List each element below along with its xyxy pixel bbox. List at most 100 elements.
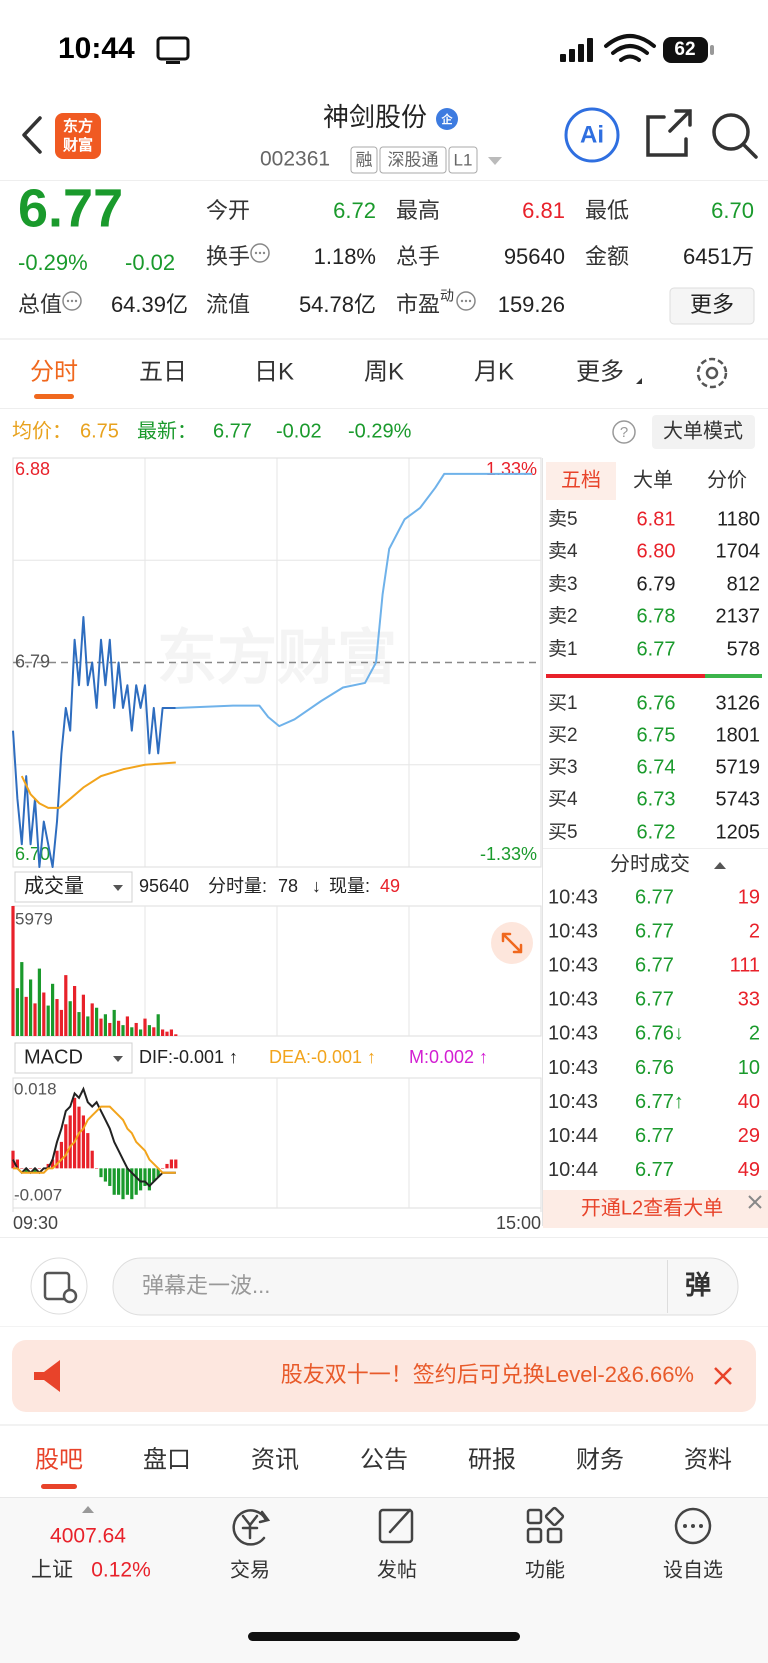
volume-bar — [73, 985, 77, 1036]
change-pct: -0.29% — [18, 250, 88, 275]
stat-value: 6.81 — [522, 198, 565, 223]
content-tab[interactable]: 研报 — [468, 1446, 516, 1473]
macd-bar — [24, 1168, 28, 1173]
volume-fs-label: 分时量: — [208, 876, 267, 896]
volume-bar — [156, 1014, 160, 1036]
macd-selector-label: MACD — [24, 1046, 83, 1068]
tag-box — [350, 146, 378, 174]
stat-value: 95640 — [504, 244, 565, 269]
macd-bar — [95, 1168, 99, 1169]
volume-bar — [77, 1012, 81, 1036]
l2-bar[interactable] — [543, 1190, 768, 1228]
volume-bar — [59, 1009, 63, 1036]
divider — [0, 1237, 768, 1238]
trade-vol: 2 — [749, 1023, 760, 1045]
trade-time: 10:43 — [548, 1091, 598, 1113]
expand-button[interactable] — [491, 922, 533, 964]
macd-bar — [33, 1168, 37, 1173]
volume-tick-label: 5979 — [15, 909, 53, 928]
signal-bar — [569, 49, 575, 62]
chart-tab[interactable]: 周K — [364, 358, 404, 385]
nav-item[interactable]: 交易 — [230, 1558, 270, 1581]
book-label: 卖2 — [548, 605, 578, 627]
expand-arrows — [501, 932, 523, 954]
close-banner[interactable] — [714, 1367, 732, 1385]
trades-title: 分时成交 — [610, 852, 690, 875]
book-label: 买1 — [548, 693, 578, 714]
dropdown-arrow[interactable] — [488, 157, 502, 165]
back-button[interactable] — [22, 116, 42, 154]
volume-bar — [169, 1029, 173, 1036]
volume-bar — [161, 1029, 165, 1036]
latest-label: 最新： — [137, 419, 197, 442]
panel-border — [542, 458, 543, 1226]
volume-selector[interactable] — [14, 871, 133, 903]
chart-tab[interactable]: 月K — [474, 358, 514, 385]
macd-m-text: M:0.002 ↑ — [409, 1047, 488, 1067]
battery-tip — [710, 45, 714, 55]
mode-button[interactable] — [652, 415, 755, 449]
ai-button[interactable] — [564, 107, 620, 163]
chart-tab[interactable]: 更多 — [576, 358, 624, 385]
content-tab[interactable]: 资料 — [684, 1446, 732, 1473]
macd-bar — [81, 1115, 85, 1169]
content-tab[interactable]: 股吧 — [35, 1446, 83, 1473]
chart-tab[interactable]: 分时 — [30, 358, 78, 385]
book-price: 6.78 — [637, 605, 676, 627]
danmu-button[interactable]: 弹 — [685, 1270, 711, 1300]
danmu-input[interactable] — [112, 1257, 739, 1316]
trade-time: 10:44 — [548, 1125, 598, 1147]
nav-item[interactable]: 发帖 — [377, 1558, 417, 1581]
bid-ratio — [705, 674, 762, 678]
book-price: 6.73 — [637, 788, 676, 810]
promo-banner[interactable] — [12, 1340, 756, 1412]
macd-bar — [55, 1150, 59, 1169]
volume-bar — [51, 983, 55, 1036]
nav-item[interactable]: 功能 — [525, 1558, 565, 1581]
danmu-toggle[interactable] — [30, 1257, 88, 1315]
chart-tab[interactable]: 五日 — [139, 358, 187, 385]
battery-level: 62 — [674, 39, 695, 60]
macd-selector[interactable] — [14, 1042, 133, 1074]
content-tab[interactable]: 财务 — [576, 1446, 624, 1473]
index-arrow — [82, 1506, 94, 1513]
post-pen — [388, 1508, 412, 1534]
book-tab[interactable]: 大单 — [633, 468, 673, 491]
info-dot — [460, 299, 464, 303]
volume-now: 49 — [380, 876, 400, 896]
chart-tab[interactable]: 日K — [254, 358, 294, 385]
book-price: 6.76 — [637, 692, 676, 714]
content-tab[interactable]: 资讯 — [251, 1446, 299, 1473]
more-button[interactable] — [669, 287, 755, 325]
volume-bar — [108, 1022, 112, 1036]
volume-bar — [33, 1003, 37, 1036]
tag: 融 — [356, 150, 373, 169]
search-button[interactable] — [712, 113, 758, 159]
book-tab[interactable]: 分价 — [707, 468, 747, 491]
close-l2[interactable] — [748, 1195, 762, 1209]
index-pct: 0.12% — [91, 1559, 151, 1582]
trade-time: 10:43 — [548, 954, 598, 976]
volume-fs: 78 — [278, 876, 298, 896]
yuan-icon — [241, 1514, 259, 1540]
book-price: 6.81 — [637, 508, 676, 530]
price-line — [20, 761, 176, 809]
volume-now-label: 现量: — [329, 876, 370, 896]
trade-price: 6.76 — [635, 1057, 674, 1079]
content-tab[interactable]: 公告 — [360, 1446, 408, 1473]
selector-arrow — [113, 885, 123, 891]
nav-item[interactable]: 设自选 — [663, 1558, 723, 1581]
y-tick-label: 6.70 — [15, 844, 50, 864]
volume-bar — [90, 1003, 94, 1036]
content-tab[interactable]: 盘口 — [143, 1446, 191, 1473]
macd-dif-text: DIF:-0.001 ↑ — [139, 1047, 238, 1067]
info-dot — [254, 251, 258, 255]
share-button[interactable] — [646, 109, 692, 157]
macd-bar — [86, 1133, 90, 1169]
app-logo — [55, 113, 101, 159]
settings-button[interactable] — [696, 357, 728, 389]
help-button[interactable] — [612, 420, 636, 444]
book-tab[interactable]: 五档 — [561, 468, 601, 491]
macd-bar — [64, 1124, 68, 1169]
price-line — [12, 616, 176, 868]
